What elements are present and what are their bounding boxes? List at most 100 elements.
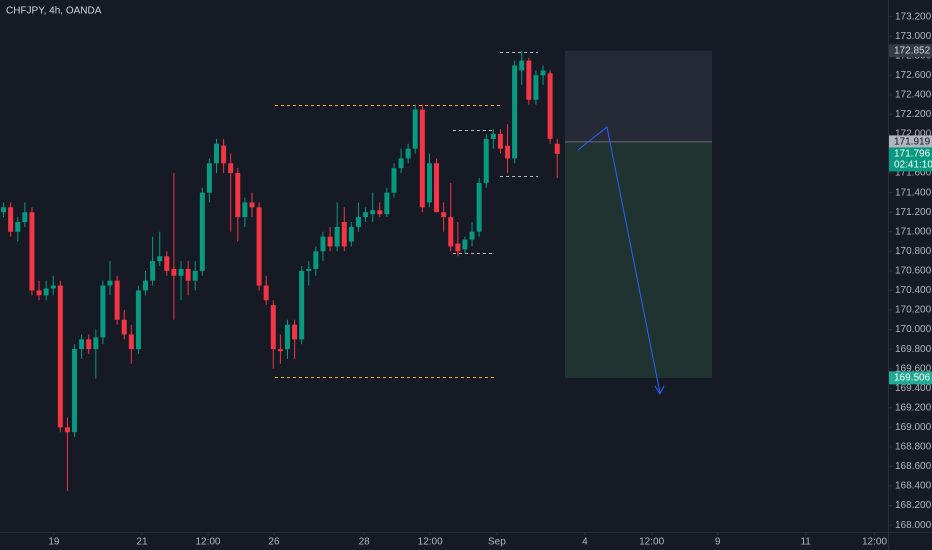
candle-body — [512, 65, 518, 159]
candle-body — [192, 270, 198, 281]
candle-body — [554, 143, 560, 154]
y-tick-label: 171.400 — [895, 187, 932, 198]
position-tool[interactable] — [565, 50, 712, 378]
candle-body — [249, 202, 255, 208]
candle-body — [29, 212, 35, 291]
countdown: 02:41:10 — [894, 160, 932, 171]
x-tick-label: 12:00 — [418, 537, 443, 548]
candle-body — [93, 337, 99, 350]
y-tick-label: 171.200 — [895, 207, 932, 218]
candle-body — [72, 349, 78, 433]
candle-body — [519, 60, 525, 71]
y-tick-label: 168.200 — [895, 500, 932, 511]
candle-body — [334, 226, 340, 247]
candle-body — [355, 217, 361, 227]
candle-body — [270, 305, 276, 350]
x-tick-label: 12:00 — [862, 537, 887, 548]
candle-body — [348, 226, 354, 242]
candle-body — [391, 168, 397, 193]
candle-body — [143, 280, 149, 291]
candle-body — [15, 221, 21, 232]
candle-body — [462, 239, 468, 250]
candle-body — [341, 221, 347, 247]
candle-body — [107, 280, 113, 286]
candle-body — [292, 324, 298, 340]
x-tick-label: 26 — [268, 537, 280, 548]
x-tick-label: 21 — [136, 537, 148, 548]
candle-body — [363, 212, 369, 218]
candle-body — [114, 280, 120, 320]
candle-body — [50, 285, 56, 289]
candle-body — [405, 148, 411, 159]
candle-body — [483, 138, 489, 183]
arrow-drawing[interactable] — [577, 126, 665, 396]
candle-body — [185, 268, 191, 281]
candle-body — [540, 70, 546, 76]
y-tick-label: 170.000 — [895, 324, 932, 335]
y-tick-label: 168.600 — [895, 461, 932, 472]
x-tick-label: 28 — [359, 537, 371, 548]
candle-body — [384, 192, 390, 215]
candle-body — [213, 143, 219, 164]
price-tag-label: 172.852 — [894, 45, 931, 56]
x-tick-label: 12:00 — [639, 537, 664, 548]
y-tick-label: 169.200 — [895, 402, 932, 413]
level-lines — [275, 52, 538, 378]
candle-body — [426, 163, 432, 203]
candle-body — [157, 256, 163, 262]
x-tick-label: 12:00 — [195, 537, 220, 548]
y-tick-label: 172.200 — [895, 109, 932, 120]
candle-body — [8, 207, 14, 232]
candle-body — [526, 60, 532, 100]
candle-body — [469, 231, 475, 240]
candle-body — [221, 145, 227, 164]
time-axis — [0, 532, 932, 550]
candle-body — [455, 243, 461, 252]
candle-body — [164, 256, 170, 271]
arrow-head — [654, 385, 665, 396]
y-tick-label: 169.000 — [895, 422, 932, 433]
x-tick-label: 19 — [48, 537, 60, 548]
y-tick-label: 168.400 — [895, 481, 932, 492]
candle-body — [121, 319, 127, 335]
price-tag — [889, 147, 932, 172]
price-tag — [889, 44, 932, 58]
candle-body — [100, 285, 106, 338]
candle-body — [299, 270, 305, 340]
candle-body — [178, 268, 184, 276]
y-tick-label: 170.600 — [895, 266, 932, 277]
y-tick-label: 168.800 — [895, 442, 932, 453]
candle-body — [128, 334, 134, 350]
candle-body — [476, 182, 482, 232]
arrow-path — [577, 126, 661, 394]
candle-body — [412, 109, 418, 149]
price-axis — [888, 0, 932, 550]
candle-body — [547, 73, 553, 139]
candle-body — [36, 290, 42, 296]
y-tick-label: 172.000 — [895, 129, 932, 140]
candle-body — [434, 163, 440, 213]
y-tick-label: 170.400 — [895, 285, 932, 296]
stop-zone — [565, 50, 712, 142]
y-tick-label: 169.600 — [895, 363, 932, 374]
candle-body — [490, 133, 496, 139]
candle-body — [370, 210, 376, 215]
y-tick-label: 168.000 — [895, 520, 932, 531]
y-tick-label: 171.000 — [895, 226, 932, 237]
y-tick-label: 169.400 — [895, 383, 932, 394]
y-tick-label: 173.200 — [895, 11, 932, 22]
candle-body — [263, 285, 269, 301]
candle-body — [377, 210, 383, 215]
candle-body — [228, 163, 234, 174]
candle-body — [441, 212, 447, 218]
candle-body — [79, 339, 85, 350]
candle-body — [1, 207, 7, 213]
chart-title: CHFJPY, 4h, OANDA — [6, 6, 102, 17]
y-tick-label: 169.800 — [895, 344, 932, 355]
y-tick-label: 171.600 — [895, 168, 932, 179]
x-tick-label: 4 — [582, 537, 588, 548]
candle-body — [256, 207, 262, 286]
price-tag — [889, 135, 932, 149]
candle-body — [199, 192, 205, 271]
